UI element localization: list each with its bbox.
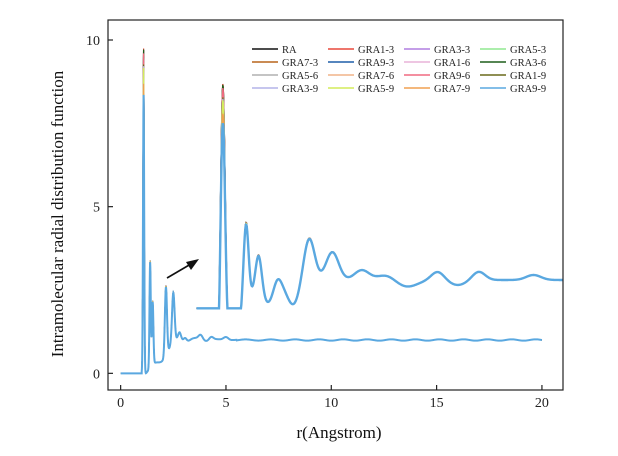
legend-label: GRA7-6 — [358, 71, 394, 82]
legend-label: GRA1-9 — [510, 71, 546, 82]
x-tick-label: 10 — [324, 396, 338, 411]
legend-label: GRA1-3 — [358, 45, 394, 56]
zoom-arrow-head — [186, 259, 199, 270]
legend-label: GRA1-6 — [434, 58, 470, 69]
series-layer — [120, 48, 563, 375]
legend-label: GRA5-3 — [510, 45, 546, 56]
x-tick-label: 5 — [222, 396, 229, 411]
y-axis-title: Intramolecular radial distribution funct… — [48, 70, 67, 357]
legend-item: GRA1-3 — [328, 45, 394, 56]
y-tick-label: 5 — [93, 201, 100, 216]
legend-item: GRA9-3 — [328, 58, 394, 69]
legend-label: GRA5-6 — [282, 71, 318, 82]
legend-item: GRA7-6 — [328, 71, 394, 82]
legend-item: RA — [252, 45, 297, 56]
legend-item: GRA7-9 — [404, 84, 470, 95]
legend-label: GRA7-3 — [282, 58, 318, 69]
legend-item: GRA3-3 — [404, 45, 470, 56]
legend-label: GRA3-6 — [510, 58, 546, 69]
series-line — [120, 94, 543, 375]
legend-label: GRA5-9 — [358, 84, 394, 95]
legend-item: GRA7-3 — [252, 58, 318, 69]
plot-frame — [107, 19, 564, 391]
zoom-arrow — [166, 259, 199, 279]
legend-item: GRA1-6 — [404, 58, 470, 69]
legend-label: GRA7-9 — [434, 84, 470, 95]
legend-label: GRA9-6 — [434, 71, 470, 82]
axes: 0 5 10 15 20 0 5 10 — [86, 19, 564, 411]
x-axis-title: r(Angstrom) — [297, 423, 382, 442]
legend-item: GRA3-9 — [252, 84, 318, 95]
legend-label: GRA3-3 — [434, 45, 470, 56]
x-tick-label: 20 — [535, 396, 549, 411]
legend-item: GRA9-6 — [404, 71, 470, 82]
x-tick-label: 0 — [117, 396, 124, 411]
legend-item: GRA5-9 — [328, 84, 394, 95]
legend-label: GRA3-9 — [282, 84, 318, 95]
legend-label: GRA9-9 — [510, 84, 546, 95]
y-tick-label: 0 — [93, 367, 100, 382]
legend-label: RA — [282, 45, 297, 56]
series-inset-line — [196, 122, 563, 310]
legend: RA GRA1-3 GRA3-3 GRA5-3 GRA7-3 GRA9-3 GRA1-6 GR… — [252, 45, 546, 95]
legend-item: GRA3-6 — [480, 58, 546, 69]
legend-item: GRA9-9 — [480, 84, 546, 95]
legend-item: GRA5-3 — [480, 45, 546, 56]
x-tick-label: 15 — [430, 396, 444, 411]
series-GRA9-9 — [120, 94, 563, 375]
legend-item: GRA1-9 — [480, 71, 546, 82]
legend-label: GRA9-3 — [358, 58, 394, 69]
legend-item: GRA5-6 — [252, 71, 318, 82]
y-tick-label: 10 — [86, 34, 100, 49]
